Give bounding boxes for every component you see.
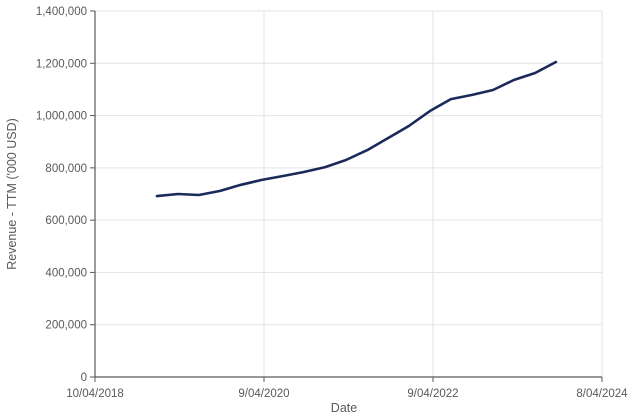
y-tick-label: 1,200,000 — [36, 58, 87, 70]
x-tick-label: 10/04/2018 — [66, 388, 124, 400]
y-tick-label: 200,000 — [45, 320, 87, 332]
x-axis-title: Date — [331, 401, 357, 415]
x-tick-label: 8/04/2024 — [576, 388, 628, 400]
gridlines — [95, 10, 603, 377]
y-tick-label: 600,000 — [45, 215, 87, 227]
y-tick-label: 800,000 — [45, 163, 87, 175]
axes — [94, 11, 602, 378]
y-tick-label: 0 — [81, 372, 87, 384]
y-tick-label: 1,000,000 — [36, 111, 87, 123]
y-axis-title: Revenue - TTM ('000 USD) — [5, 118, 19, 270]
y-tick-label: 400,000 — [45, 267, 87, 279]
y-tick-label: 1,400,000 — [36, 6, 87, 18]
x-tick-label: 9/04/2020 — [238, 388, 289, 400]
x-axis-ticks: 10/04/2018 9/04/2020 9/04/2022 8/04/2024 — [66, 377, 628, 400]
x-tick-label: 9/04/2022 — [407, 388, 458, 400]
revenue-line — [155, 60, 558, 198]
y-axis-ticks: 0 200,000 400,000 600,000 800,000 1,000,000 1,… — [36, 6, 95, 384]
